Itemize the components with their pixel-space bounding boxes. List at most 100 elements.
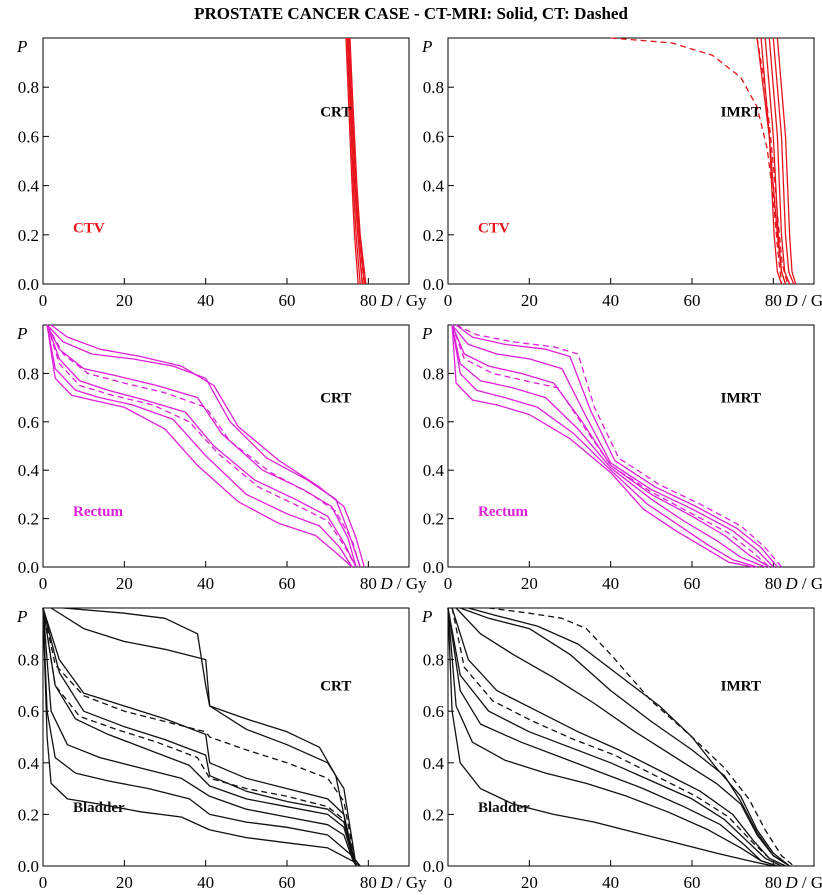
- dose-curve-ctmri-solid: [451, 607, 786, 867]
- y-tick-label: 0.4: [18, 177, 40, 196]
- x-axis-label: D / Gy: [379, 574, 427, 593]
- dose-curve-ct-dashed: [488, 607, 795, 867]
- dose-curve-ctmri-solid: [447, 607, 778, 867]
- plot-frame: [42, 607, 410, 867]
- x-axis-unit: / Gy: [798, 574, 822, 593]
- y-tick-label: 0.8: [423, 364, 444, 383]
- plot-frame: [42, 324, 410, 568]
- y-tick-label: 0.6: [18, 127, 39, 146]
- y-tick-label: 0.6: [423, 127, 444, 146]
- x-tick-label: 40: [602, 574, 619, 593]
- y-tick-label: 0.2: [423, 805, 444, 824]
- x-axis-unit: / Gy: [798, 291, 822, 310]
- dose-curve-ctmri-solid: [451, 324, 758, 568]
- technique-label: CRT: [320, 105, 351, 121]
- x-tick-label: 0: [444, 873, 453, 892]
- y-tick-label: 0.2: [423, 510, 444, 529]
- y-tick-label: 0.0: [18, 275, 39, 294]
- y-tick-label: 0.6: [423, 702, 444, 721]
- y-tick-label: 0.0: [423, 275, 444, 294]
- x-axis-label: D / Gy: [379, 873, 427, 892]
- y-tick-label: 0.4: [18, 754, 40, 773]
- dose-curve-ctmri-solid: [772, 37, 795, 285]
- y-tick-label: 0.2: [18, 805, 39, 824]
- x-axis-unit: / Gy: [393, 873, 428, 892]
- x-axis-symbol: D: [784, 873, 798, 892]
- dose-curve-ctmri-solid: [46, 324, 353, 568]
- dose-curve-ctmri-solid: [455, 607, 790, 867]
- x-axis-label: D / Gy: [784, 291, 822, 310]
- structure-label: CTV: [73, 220, 105, 236]
- x-tick-label: 20: [521, 291, 538, 310]
- structure-label: Bladder: [73, 800, 125, 816]
- y-tick-label: 0.0: [18, 857, 39, 876]
- y-tick-label: 0.4: [423, 754, 445, 773]
- x-tick-label: 60: [684, 873, 701, 892]
- dose-curve-ctmri-solid: [447, 607, 782, 867]
- x-tick-label: 0: [39, 291, 48, 310]
- technique-label: IMRT: [721, 390, 761, 406]
- x-tick-label: 20: [116, 291, 133, 310]
- dose-curve-ctmri-solid: [42, 607, 361, 867]
- y-axis-label: P: [421, 324, 432, 343]
- dose-curve-ctmri-solid: [345, 37, 359, 285]
- x-tick-label: 80: [360, 574, 377, 593]
- plot-frame: [447, 607, 815, 867]
- y-tick-label: 0.0: [423, 857, 444, 876]
- dose-curve-ctmri-solid: [756, 37, 787, 285]
- dose-curve-ct-dashed: [46, 324, 361, 568]
- y-axis-label: P: [16, 37, 27, 56]
- dose-curve-ctmri-solid: [46, 324, 361, 568]
- y-tick-label: 0.4: [423, 461, 445, 480]
- dose-curve-ctmri-solid: [451, 324, 754, 568]
- y-tick-label: 0.0: [18, 558, 39, 577]
- y-tick-label: 0.6: [18, 413, 39, 432]
- dose-curve-ctmri-solid: [459, 607, 790, 867]
- x-axis-symbol: D: [784, 574, 798, 593]
- dose-curve-ct-dashed: [42, 607, 357, 867]
- technique-label: IMRT: [721, 105, 761, 121]
- dose-curve-ctmri-solid: [346, 37, 361, 285]
- x-axis-symbol: D: [379, 574, 393, 593]
- y-tick-label: 0.2: [423, 226, 444, 245]
- x-axis-label: D / Gy: [784, 574, 822, 593]
- y-tick-label: 0.8: [18, 364, 39, 383]
- structure-label: Rectum: [478, 504, 528, 520]
- x-axis-symbol: D: [379, 291, 393, 310]
- dose-curve-ctmri-solid: [42, 607, 361, 867]
- dose-curve-ctmri-solid: [451, 324, 770, 568]
- structure-label: Rectum: [73, 504, 123, 520]
- y-tick-label: 0.8: [423, 651, 444, 670]
- plot-frame: [447, 324, 815, 568]
- x-tick-label: 0: [39, 873, 48, 892]
- dose-curve-ctmri-solid: [46, 324, 353, 568]
- x-axis-label: D / Gy: [784, 873, 822, 892]
- x-axis-unit: / Gy: [798, 873, 822, 892]
- dose-curve-ct-dashed: [347, 37, 364, 285]
- dose-curve-ctmri-solid: [46, 324, 357, 568]
- dose-curve-ctmri-solid: [42, 607, 357, 867]
- dose-curve-ct-dashed: [451, 324, 770, 568]
- x-tick-label: 40: [602, 873, 619, 892]
- x-axis-unit: / Gy: [393, 291, 428, 310]
- x-tick-label: 20: [521, 873, 538, 892]
- structure-label: CTV: [478, 220, 510, 236]
- y-tick-label: 0.2: [18, 226, 39, 245]
- dose-curve-ctmri-solid: [50, 324, 365, 568]
- plot-frame: [447, 37, 815, 285]
- y-axis-label: P: [16, 607, 27, 626]
- dose-curve-ctmri-solid: [42, 607, 357, 867]
- x-tick-label: 80: [360, 873, 377, 892]
- y-axis-label: P: [421, 37, 432, 56]
- dose-curve-ctmri-solid: [776, 37, 797, 285]
- dose-curve-ctmri-solid: [46, 324, 357, 568]
- dose-curve-ct-dashed: [46, 324, 357, 568]
- technique-label: IMRT: [721, 679, 761, 695]
- figure-title: PROSTATE CANCER CASE - CT-MRI: Solid, CT…: [194, 4, 628, 23]
- dose-curve-ct-dashed: [455, 324, 782, 568]
- y-tick-label: 0.8: [18, 651, 39, 670]
- y-tick-label: 0.4: [423, 177, 445, 196]
- dose-curve-ct-dashed: [348, 37, 366, 285]
- x-tick-label: 80: [765, 873, 782, 892]
